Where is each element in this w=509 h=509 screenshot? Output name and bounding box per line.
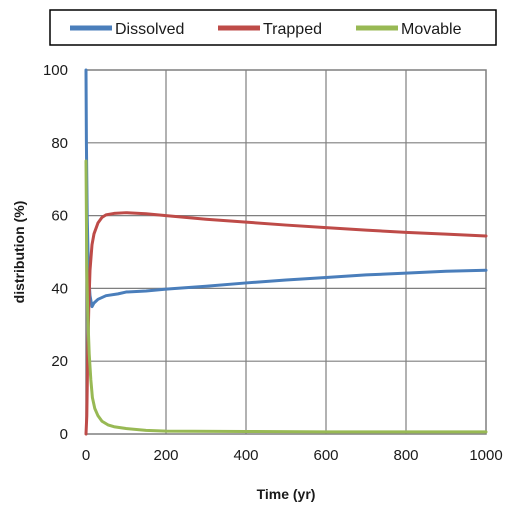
series-line-movable xyxy=(84,159,488,434)
y-tick-label: 60 xyxy=(51,208,68,225)
x-tick-label: 600 xyxy=(313,447,338,464)
x-tick-label: 400 xyxy=(233,447,258,464)
plot-area xyxy=(85,69,487,435)
y-tick-label: 20 xyxy=(51,353,68,370)
legend-label-dissolved: Dissolved xyxy=(115,21,184,38)
y-tick-label: 80 xyxy=(51,135,68,152)
x-tick-label: 800 xyxy=(393,447,418,464)
legend-label-movable: Movable xyxy=(401,21,462,38)
tick-labels: 0 200 400 600 800 1000 0 20 40 60 80 100 xyxy=(43,62,503,464)
series-line-trapped xyxy=(84,211,488,436)
y-axis-title: distribution (%) xyxy=(11,201,27,304)
x-tick-label: 1000 xyxy=(469,447,502,464)
x-tick-label: 0 xyxy=(82,447,90,464)
legend-box xyxy=(49,9,497,46)
legend: Dissolved Trapped Movable xyxy=(49,9,497,46)
y-tick-label: 40 xyxy=(51,280,68,297)
x-tick-label: 200 xyxy=(153,447,178,464)
y-tick-label: 0 xyxy=(60,426,68,443)
y-tick-label: 100 xyxy=(43,62,68,79)
x-axis-title: Time (yr) xyxy=(257,486,316,502)
legend-label-trapped: Trapped xyxy=(263,21,322,38)
series-layer xyxy=(84,68,488,436)
